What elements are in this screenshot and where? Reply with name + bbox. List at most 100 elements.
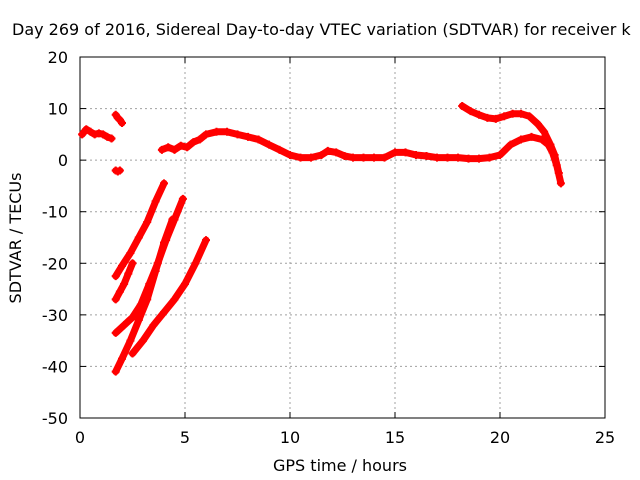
series-arc-main-1 (157, 127, 565, 188)
data-point (118, 119, 126, 128)
y-tick-label: 10 (48, 100, 68, 119)
y-tick-label: 20 (48, 48, 68, 67)
data-point (202, 236, 210, 245)
data-point (139, 336, 147, 345)
data-point (370, 153, 378, 162)
data-point (527, 132, 536, 141)
data-point (380, 153, 389, 162)
y-axis-ticks: -50 -40 -30 -20 -10 0 10 20 (42, 48, 605, 428)
plot-frame (79, 56, 606, 419)
x-tick-label: 0 (75, 428, 85, 447)
series-arc-desc-2 (111, 259, 137, 304)
data-point (143, 218, 152, 227)
data-point (78, 130, 87, 139)
data-point (111, 295, 120, 304)
y-tick-label: 0 (58, 151, 68, 170)
data-point (508, 109, 517, 118)
data-point (103, 132, 112, 141)
x-axis-label: GPS time / hours (273, 456, 407, 475)
data-point (160, 308, 168, 317)
data-point (359, 153, 368, 162)
data-point (118, 261, 126, 270)
data-point (120, 279, 129, 288)
data-point (82, 125, 91, 134)
x-tick-label: 25 (595, 428, 615, 447)
data-point (195, 135, 204, 144)
data-point (115, 166, 124, 175)
data-point (556, 179, 565, 188)
data-point (317, 150, 326, 159)
data-point (422, 152, 431, 161)
data-point (170, 145, 179, 154)
data-point (475, 110, 483, 119)
data-point (111, 328, 120, 337)
data-point (533, 120, 542, 129)
data-point (412, 150, 420, 159)
data-point (128, 349, 137, 358)
data-point (254, 135, 263, 144)
y-axis-label: SDTVAR / TECUs (6, 173, 25, 304)
data-point (554, 169, 563, 178)
data-point (164, 143, 173, 152)
series-trace (112, 111, 126, 127)
y-tick-label: -20 (42, 254, 68, 273)
data-point (525, 112, 534, 121)
data-point (111, 367, 120, 376)
data-point (178, 194, 187, 203)
grid-lines (80, 57, 605, 418)
data-point (151, 267, 160, 276)
data-point (170, 295, 179, 304)
data-point (517, 109, 525, 118)
data-point (458, 101, 467, 110)
data-point (160, 238, 168, 247)
data-point (391, 148, 399, 157)
data-point (244, 132, 252, 141)
series-arc-desc-1 (111, 179, 168, 281)
x-axis-ticks: 0 5 10 15 20 25 (75, 57, 615, 447)
data-point (115, 287, 124, 296)
data-point (433, 153, 441, 162)
series-trace (458, 102, 563, 177)
data-point (183, 143, 192, 152)
data-point (485, 153, 494, 162)
data-point (189, 138, 198, 147)
series-arc-late-high (458, 101, 563, 178)
x-tick-label: 10 (280, 428, 300, 447)
data-point (128, 313, 137, 322)
data-point (233, 130, 242, 139)
data-point (517, 135, 525, 144)
series-arc-desc-5 (128, 236, 210, 358)
y-tick-label: -40 (42, 357, 68, 376)
data-point (99, 130, 108, 139)
data-point (500, 112, 509, 121)
data-point (134, 316, 143, 325)
data-point (176, 141, 185, 150)
data-series (78, 101, 565, 376)
data-point (86, 127, 95, 136)
data-point (94, 129, 103, 138)
data-point (128, 259, 137, 268)
data-point (111, 272, 120, 281)
data-point (349, 153, 357, 162)
data-point (540, 127, 549, 136)
data-point (550, 150, 559, 159)
data-point (126, 248, 135, 257)
data-point (90, 130, 99, 139)
series-trace (112, 215, 176, 376)
y-tick-label: -10 (42, 203, 68, 222)
data-point (307, 153, 315, 162)
data-point (496, 150, 504, 159)
data-point (212, 127, 221, 136)
data-point (157, 145, 166, 154)
data-point (149, 321, 158, 330)
data-point (483, 113, 492, 122)
y-tick-label: -30 (42, 306, 68, 325)
data-point (506, 140, 515, 149)
data-point (124, 269, 133, 278)
series-arc-dot (111, 166, 124, 176)
x-tick-label: 20 (490, 428, 510, 447)
data-point (202, 130, 210, 139)
data-point (143, 295, 152, 304)
x-tick-label: 15 (385, 428, 405, 447)
